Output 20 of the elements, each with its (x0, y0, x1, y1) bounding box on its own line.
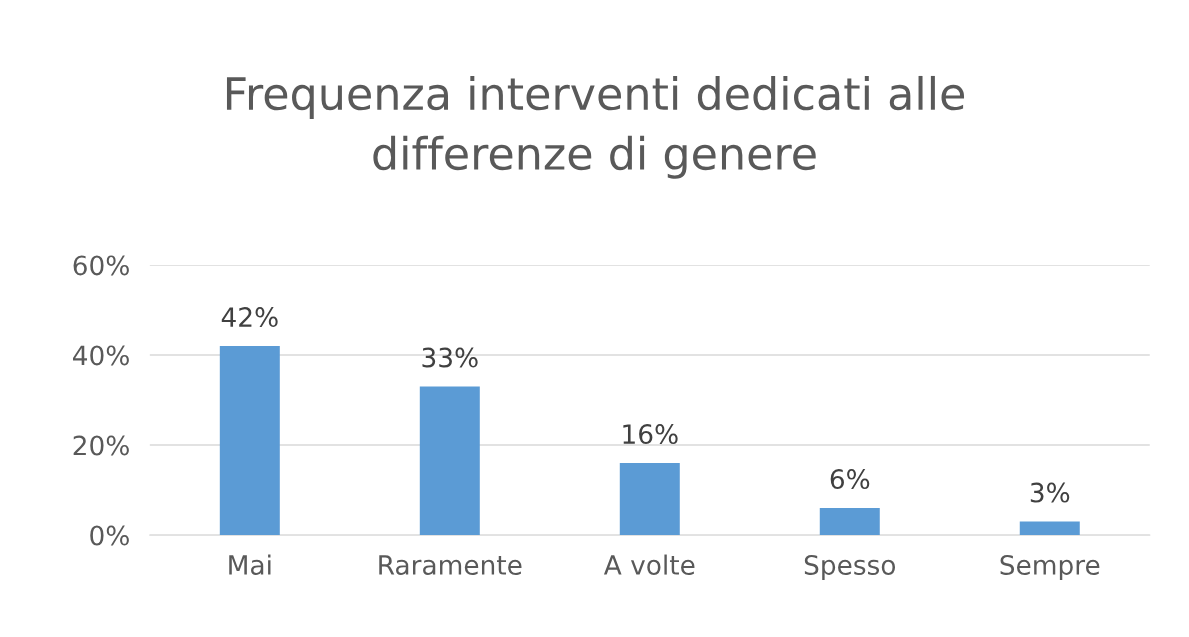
chart-title: Frequenza interventi dedicati alle differenze di genere (226, 75, 965, 179)
x-tick-label: Raramente (379, 555, 522, 575)
bar (819, 508, 880, 536)
x-tick-label: Sempre (1000, 554, 1100, 581)
bar (619, 463, 680, 536)
bar (219, 346, 280, 536)
data-label: 3% (1030, 482, 1070, 503)
y-tick-label: 20% (73, 435, 129, 456)
y-tick-label: 60% (73, 255, 129, 276)
y-tick-label: 0% (90, 525, 129, 546)
bar (419, 386, 480, 536)
data-label: 33% (422, 347, 478, 368)
data-label: 6% (830, 469, 870, 490)
bar (1019, 521, 1080, 536)
x-tick-label: A volte (603, 554, 695, 575)
x-tick-label: Spesso (804, 554, 896, 581)
data-label: 42% (221, 307, 278, 328)
y-tick-label: 40% (73, 345, 129, 366)
x-tick-label: Mai (229, 554, 271, 575)
data-label: 16% (623, 424, 678, 445)
